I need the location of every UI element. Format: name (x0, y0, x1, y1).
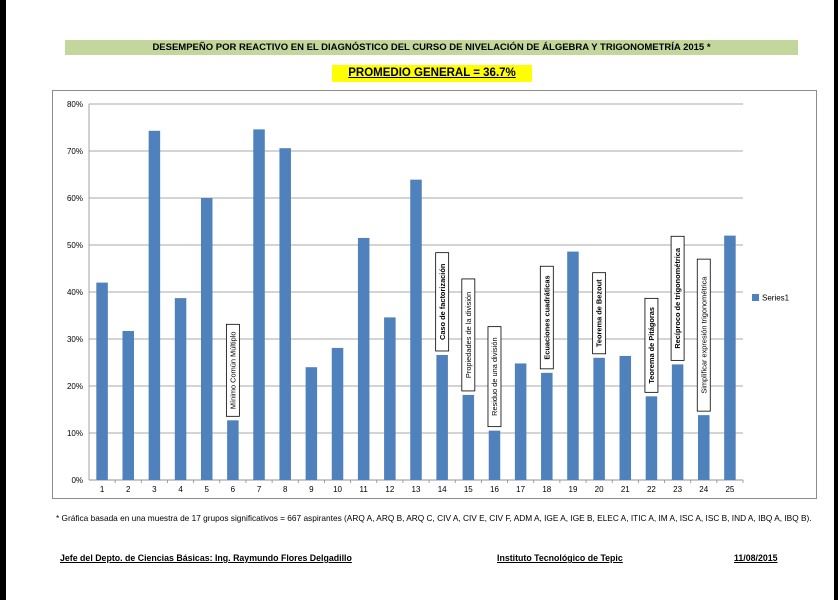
bar (227, 420, 239, 480)
x-tick-label: 11 (360, 485, 369, 494)
y-tick-label: 10% (67, 429, 83, 438)
bar (122, 331, 134, 480)
x-tick-label: 6 (231, 485, 236, 494)
y-tick-label: 50% (67, 241, 83, 250)
x-tick-label: 15 (464, 485, 473, 494)
x-tick-label: 4 (178, 485, 183, 494)
x-tick-label: 16 (490, 485, 499, 494)
annotation-label: Recíproco de trigonométrica (673, 247, 682, 349)
x-tick-label: 7 (257, 485, 262, 494)
x-tick-label: 18 (542, 485, 551, 494)
bar (541, 372, 553, 480)
legend-label: Series1 (762, 294, 790, 303)
bar (645, 396, 658, 480)
x-tick-label: 20 (595, 485, 604, 494)
bar (331, 347, 344, 480)
footer-date: 11/08/2015 (734, 553, 778, 563)
x-tick-label: 5 (204, 485, 209, 494)
annotation-label: Teorema de Bezout (595, 279, 604, 347)
bar (724, 235, 736, 480)
annotation-label: Teorema de Pitágoras (647, 307, 656, 384)
x-tick-label: 19 (569, 485, 578, 494)
bar (305, 367, 318, 480)
bar-chart: 0%10%20%30%40%50%60%70%80%1 2 3 4 5 6 7 8 9 10 11 1… (67, 100, 790, 494)
bar (174, 298, 187, 480)
x-tick-label: 21 (621, 485, 630, 494)
annotation-label: Ecuaciones cuadráticas (542, 275, 551, 359)
annotation-box (487, 326, 502, 428)
y-tick-label: 80% (67, 100, 83, 109)
bar (488, 430, 501, 480)
footer-institute: Instituto Tecnológico de Tepic (497, 553, 623, 563)
bar (671, 364, 684, 480)
bar (436, 354, 448, 480)
x-tick-label: 9 (309, 485, 314, 494)
bar (514, 363, 527, 480)
annotation-box (435, 252, 450, 352)
y-tick-label: 20% (67, 382, 83, 391)
chart-title: DESEMPEÑO POR REACTIVO EN EL DIAGNÓSTICO… (65, 40, 798, 55)
y-tick-label: 0% (71, 476, 83, 485)
x-tick-label: 13 (412, 485, 421, 494)
y-tick-label: 60% (67, 194, 83, 203)
y-tick-label: 70% (67, 147, 83, 156)
annotation-label: Propiedades de la división (464, 292, 473, 378)
x-tick-label: 22 (647, 485, 656, 494)
bar (462, 394, 475, 480)
x-tick-label: 25 (725, 485, 734, 494)
x-tick-label: 1 (100, 485, 105, 494)
bar (253, 129, 265, 480)
x-tick-label: 17 (516, 485, 525, 494)
annotation-box (225, 323, 240, 417)
bar (567, 251, 579, 480)
annotation-box (461, 278, 476, 392)
average-label: PROMEDIO GENERAL = 36.7% (332, 65, 532, 82)
annotation-box (592, 272, 607, 355)
legend-swatch (752, 294, 759, 301)
y-tick-label: 30% (67, 335, 83, 344)
bar (410, 179, 422, 481)
right-border-bar (834, 0, 838, 600)
annotation-box (539, 265, 554, 370)
x-tick-label: 3 (152, 485, 157, 494)
chart-frame: 0% 10% 20% 30% 40% 50% 60% 70% 80% 1 2 3 4 5 6 7 8 9 10 11 1… (52, 90, 817, 499)
annotation-box (670, 235, 685, 361)
footnote: * Gráfica basada en una muestra de 17 gr… (56, 513, 812, 523)
left-border-bar (0, 0, 6, 600)
annotation-label: Mínimo Común Múltiplo (228, 331, 237, 409)
bar (200, 198, 213, 480)
annotation-box (696, 258, 711, 412)
annotation-label: Caso de factorización (438, 263, 447, 340)
annotation-box (644, 297, 659, 393)
bar (357, 237, 370, 480)
x-tick-label: 10 (333, 485, 342, 494)
annotation-label: Simplificar expresión trigonométrica (699, 276, 708, 394)
bar (698, 415, 710, 480)
x-tick-label: 23 (673, 485, 682, 494)
x-tick-label: 8 (283, 485, 288, 494)
x-tick-label: 2 (126, 485, 131, 494)
bar (593, 357, 605, 480)
x-tick-label: 12 (385, 485, 394, 494)
bar (96, 282, 108, 480)
bar (619, 355, 632, 480)
bar (148, 130, 161, 480)
y-tick-label: 40% (67, 288, 83, 297)
annotation-label: Residuo de una división (490, 337, 499, 415)
bar (384, 317, 396, 480)
x-tick-label: 14 (438, 485, 447, 494)
footer-department: Jefe del Depto. de Ciencias Básicas: Ing… (60, 553, 352, 563)
x-tick-label: 24 (699, 485, 708, 494)
bar (279, 148, 291, 480)
